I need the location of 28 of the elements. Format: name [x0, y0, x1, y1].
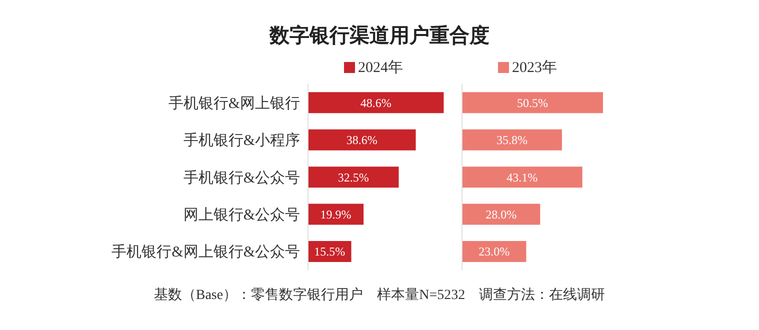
data-label: 32.5% — [338, 170, 369, 184]
legend-label: 2023年 — [511, 59, 557, 77]
data-label: 19.9% — [320, 208, 352, 222]
y-tick-label: 手机银行&网上银行&公众号 — [112, 244, 300, 261]
bar — [308, 129, 416, 150]
bar — [308, 204, 364, 225]
data-label: 28.0% — [486, 208, 517, 222]
bar — [462, 166, 582, 188]
data-label: 35.8% — [496, 133, 528, 148]
data-label: 23.0% — [478, 244, 510, 259]
bar — [462, 204, 540, 225]
chart-title: 数字银行渠道用户重合度 — [268, 24, 490, 49]
y-tick-label: 手机银行&公众号 — [183, 169, 300, 186]
y-tick-label: 手机银行&网上银行 — [168, 94, 300, 112]
text: 基数（Base）：零售数字银行用户 样本量N=5232 调查方法：在线调研 — [152, 286, 606, 304]
y-tick-label: 网上银行&公众号 — [183, 206, 300, 224]
bar — [462, 92, 603, 114]
data-label: 15.5% — [314, 244, 346, 259]
data-label: 48.6% — [360, 96, 392, 110]
y-tick-label: 手机银行&小程序 — [183, 132, 300, 150]
data-label: 38.6% — [346, 133, 378, 148]
data-label: 50.5% — [517, 96, 548, 110]
bar — [308, 92, 444, 114]
legend-label: 2024年 — [357, 59, 403, 77]
bar — [462, 129, 562, 150]
bar — [462, 240, 526, 262]
data-label: 43.1% — [506, 170, 538, 184]
bar — [308, 166, 399, 188]
